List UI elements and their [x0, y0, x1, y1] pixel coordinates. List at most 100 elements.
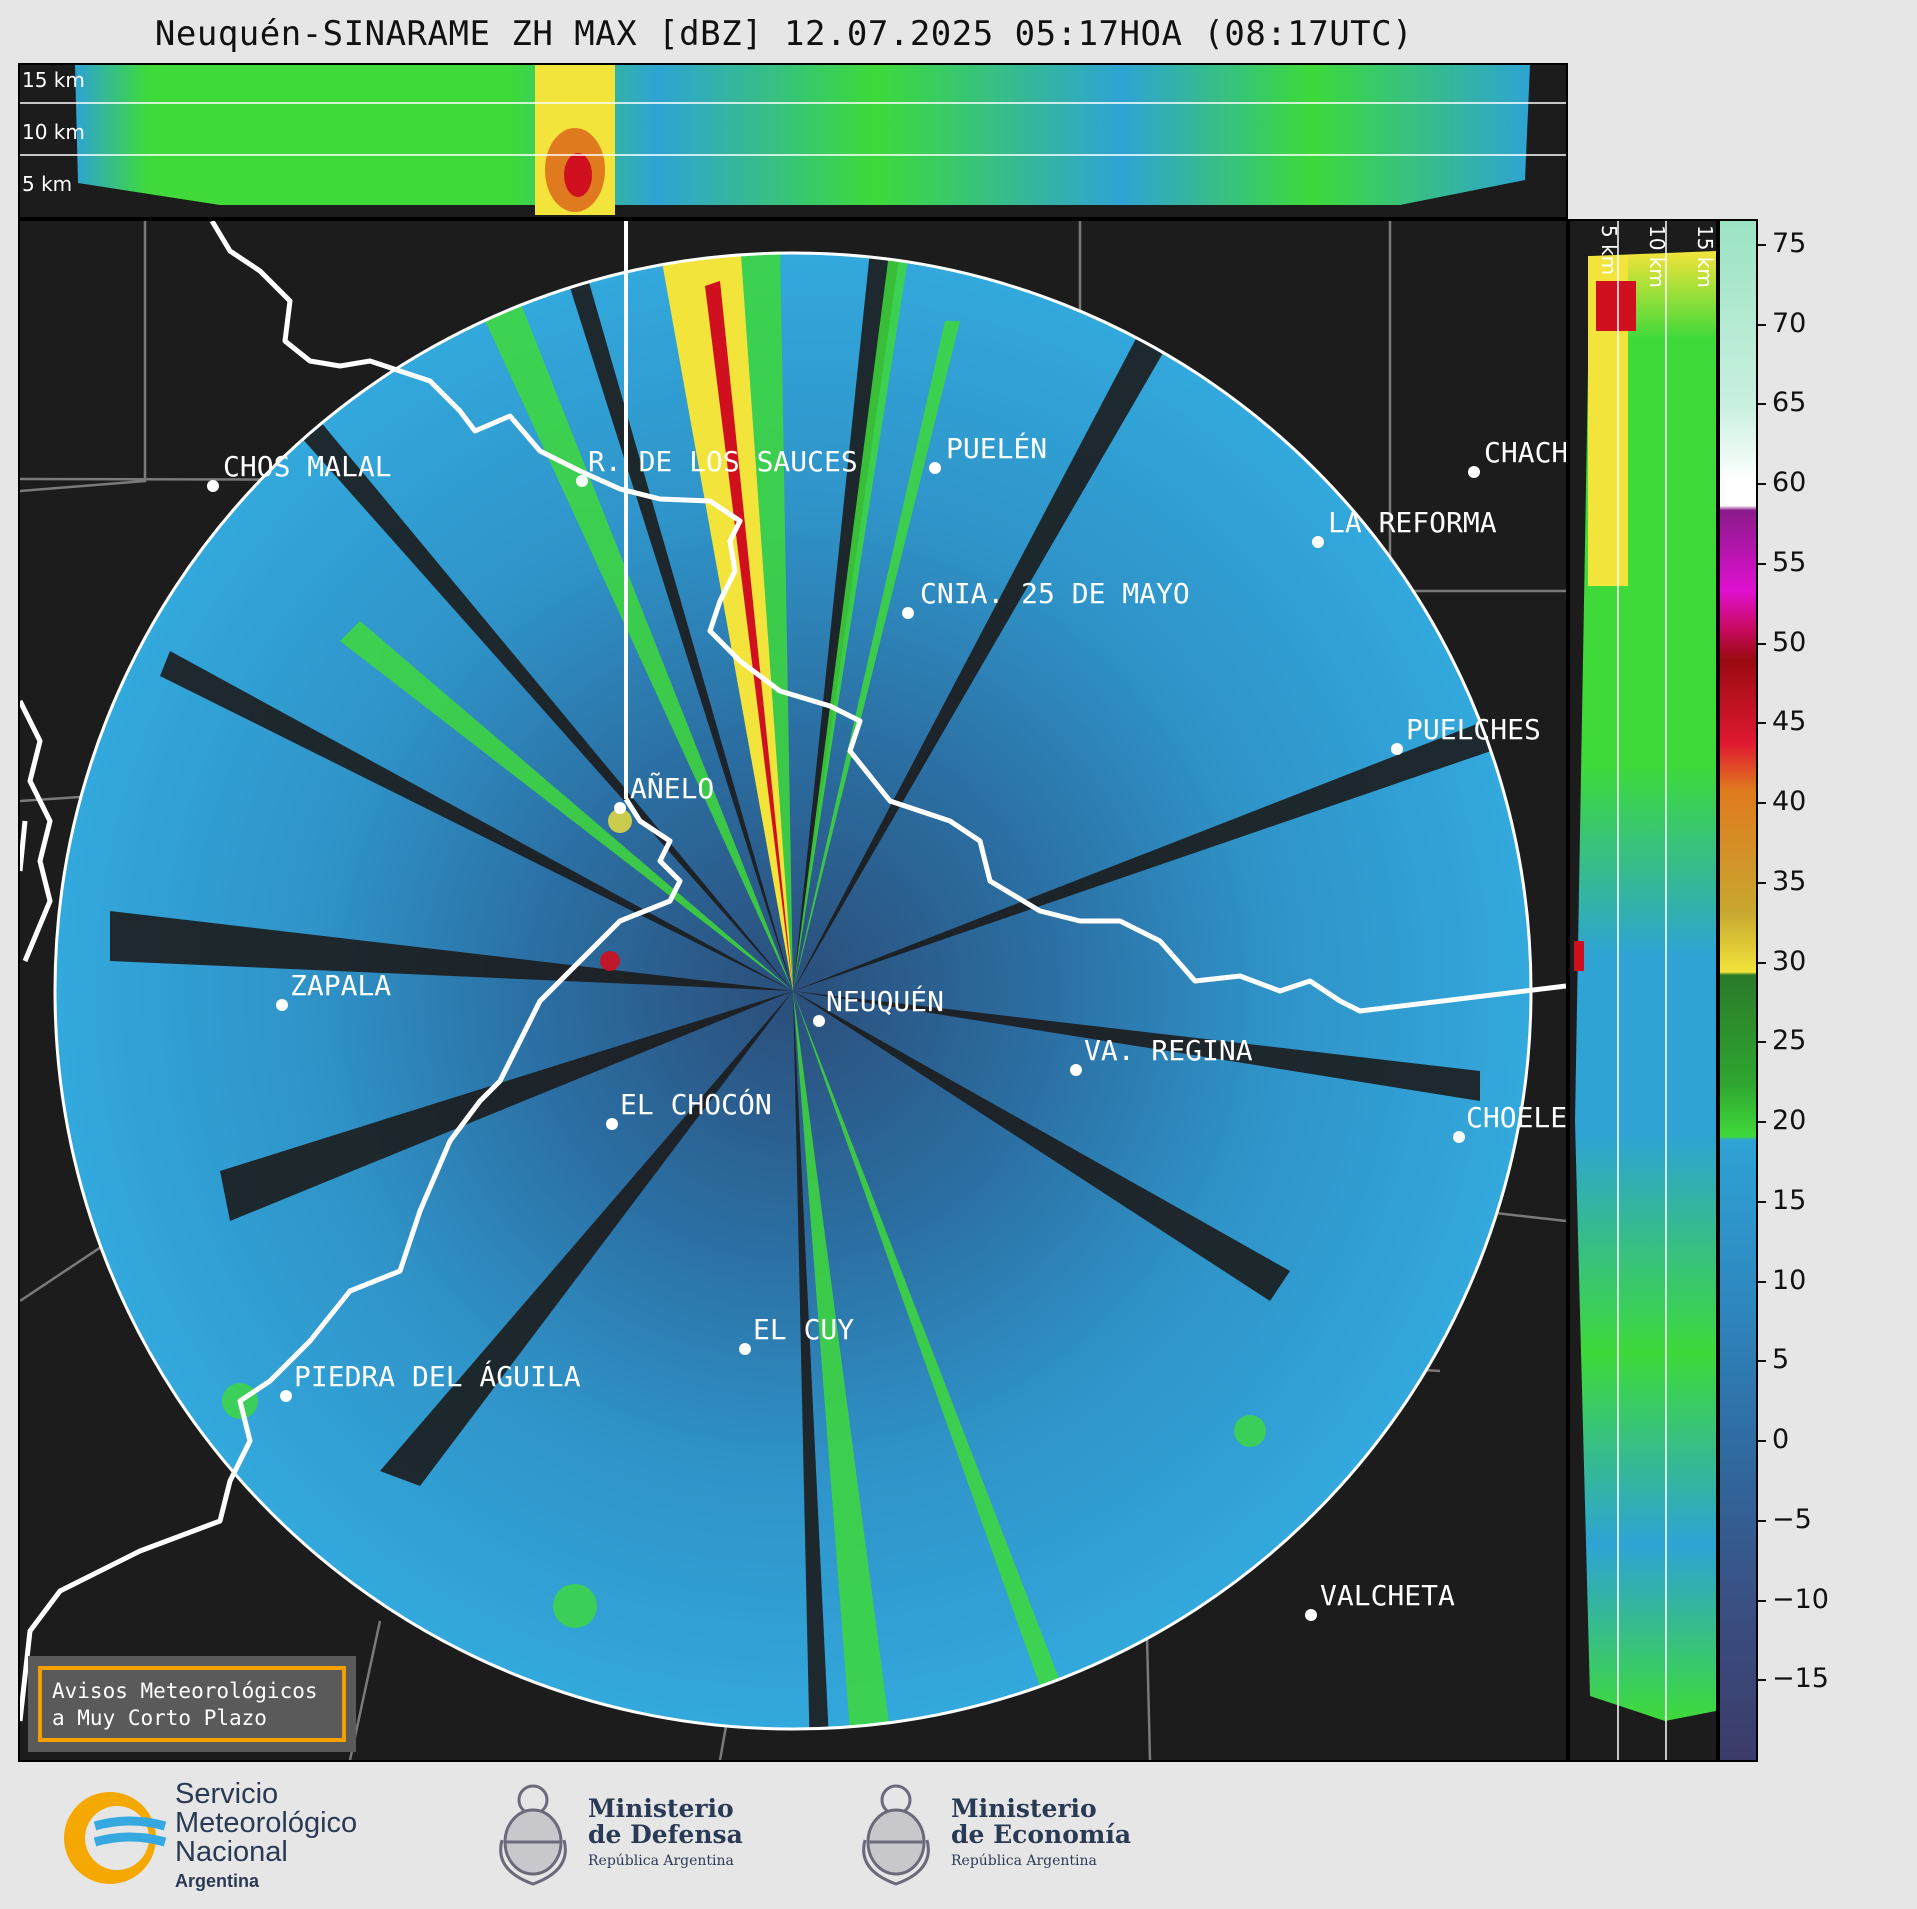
city-marker [739, 1343, 751, 1355]
top-km-label: 5 km [22, 172, 72, 196]
chart-title: Neuquén-SINARAME ZH MAX [dBZ] 12.07.2025… [154, 14, 1414, 54]
colorbar-tick [1758, 1440, 1766, 1443]
city-markers [207, 462, 1480, 1621]
colorbar-tick-label: 0 [1772, 1424, 1790, 1456]
city-label: CHACH [1484, 436, 1566, 469]
colorbar [1718, 219, 1758, 1762]
coat-of-arms-icon [862, 1784, 930, 1886]
city-label: R. DE LOS SAUCES [588, 445, 858, 478]
smn-logo-text: Servicio Meteorológico Nacional Argentin… [175, 1780, 357, 1896]
top-echo-area [75, 65, 1530, 205]
economia-line: Ministerio [951, 1794, 1097, 1823]
avisos-frame: Avisos Meteorológicos a Muy Corto Plazo [38, 1666, 346, 1742]
colorbar-tick [1758, 1679, 1766, 1682]
top-km-label: 15 km [22, 68, 85, 92]
defensa-line: Ministerio [588, 1794, 734, 1823]
city-label: LA REFORMA [1328, 506, 1497, 539]
colorbar-tick-label: 30 [1772, 945, 1807, 977]
echo-cell [1234, 1415, 1266, 1447]
colorbar-tick-label: 5 [1772, 1344, 1790, 1376]
city-marker [207, 480, 219, 492]
city-marker [1468, 466, 1480, 478]
city-marker [1312, 536, 1324, 548]
colorbar-tick-label: 75 [1772, 227, 1807, 259]
defensa-logo-text: Ministerio de Defensa República Argentin… [588, 1796, 743, 1874]
city-marker [1453, 1131, 1465, 1143]
economia-logo: Ministerio de Economía República Argenti… [855, 1780, 1131, 1890]
city-label: NEUQUÉN [826, 984, 944, 1018]
city-labels: CHOS MALAL R. DE LOS SAUCES PUELÉN CHACH… [223, 431, 1566, 1612]
city-marker [929, 462, 941, 474]
city-marker [1070, 1064, 1082, 1076]
right-echo-area [1575, 251, 1716, 1721]
colorbar-tick [1758, 722, 1766, 725]
city-marker [280, 1390, 292, 1402]
right-echo-core-red [1596, 281, 1636, 331]
colorbar-tick [1758, 1280, 1766, 1283]
echo-gaps [110, 253, 1520, 1729]
coat-of-arms-icon [499, 1784, 567, 1886]
smn-line: Servicio [175, 1778, 279, 1810]
city-marker [606, 1118, 618, 1130]
city-label: PIEDRA DEL ÁGUILA [294, 1359, 581, 1393]
economia-line: de Economía [951, 1820, 1132, 1849]
colorbar-tick [1758, 403, 1766, 406]
colorbar-tick-label: 10 [1772, 1264, 1807, 1296]
right-cross-section-panel: 5 km 10 km 15 km [1568, 219, 1718, 1762]
city-marker [1391, 743, 1403, 755]
defensa-logo: Ministerio de Defensa República Argentin… [492, 1780, 743, 1890]
colorbar-gradient [1720, 221, 1756, 1760]
colorbar-tick-label: −5 [1772, 1503, 1812, 1535]
colorbar-tick [1758, 642, 1766, 645]
colorbar-tick-label: 45 [1772, 706, 1807, 738]
colorbar-tick [1758, 1519, 1766, 1522]
colorbar-tick-label: 60 [1772, 467, 1807, 499]
right-km-label: 10 km [1645, 225, 1669, 288]
city-marker [576, 475, 588, 487]
economia-logo-text: Ministerio de Economía República Argenti… [951, 1796, 1131, 1874]
city-marker [614, 802, 626, 814]
echo-red-ray [705, 281, 793, 991]
echo-cell [600, 951, 620, 971]
city-label: CHOS MALAL [223, 450, 392, 483]
city-label: VA. REGINA [1084, 1034, 1253, 1067]
city-label: ZAPALA [290, 969, 391, 1002]
colorbar-tick [1758, 1360, 1766, 1363]
colorbar-tick [1758, 562, 1766, 565]
right-km-label: 5 km [1597, 225, 1621, 275]
top-echo-core-red [564, 153, 592, 197]
smn-line: Nacional [175, 1836, 288, 1868]
smn-line: Meteorológico [175, 1807, 358, 1839]
colorbar-tick-label: 25 [1772, 1025, 1807, 1057]
echo-cell [553, 1584, 597, 1628]
top-cross-section-panel: 15 km 10 km 5 km [18, 63, 1568, 219]
city-label: PUELCHES [1406, 713, 1541, 746]
colorbar-tick-label: 65 [1772, 387, 1807, 419]
echo-yellow-ray [660, 253, 793, 991]
city-marker [276, 999, 288, 1011]
avisos-box: Avisos Meteorológicos a Muy Corto Plazo [28, 1656, 356, 1752]
top-km-label: 10 km [22, 120, 85, 144]
colorbar-tick-label: −15 [1772, 1663, 1829, 1695]
colorbar-tick [1758, 1041, 1766, 1044]
colorbar-tick [1758, 802, 1766, 805]
radar-map-panel: CHOS MALAL R. DE LOS SAUCES PUELÉN CHACH… [18, 219, 1568, 1762]
colorbar-tick-label: −10 [1772, 1583, 1829, 1615]
city-label: CNIA. 25 DE MAYO [920, 577, 1190, 610]
colorbar-tick-label: 15 [1772, 1184, 1807, 1216]
colorbar-tick [1758, 1200, 1766, 1203]
colorbar-tick [1758, 483, 1766, 486]
colorbar-tick [1758, 961, 1766, 964]
colorbar-tick [1758, 1599, 1766, 1602]
colorbar-tick-label: 40 [1772, 786, 1807, 818]
smn-country: Argentina [175, 1871, 260, 1891]
city-label: EL CUY [753, 1313, 854, 1346]
defensa-line: República Argentina [588, 1853, 734, 1869]
city-label: EL CHOCÓN [620, 1087, 772, 1121]
city-label: AÑELO [630, 771, 714, 805]
defensa-line: de Defensa [588, 1820, 743, 1849]
city-marker [1305, 1609, 1317, 1621]
city-marker [902, 607, 914, 619]
avisos-line: Avisos Meteorológicos [52, 1679, 318, 1703]
colorbar-tick [1758, 323, 1766, 326]
